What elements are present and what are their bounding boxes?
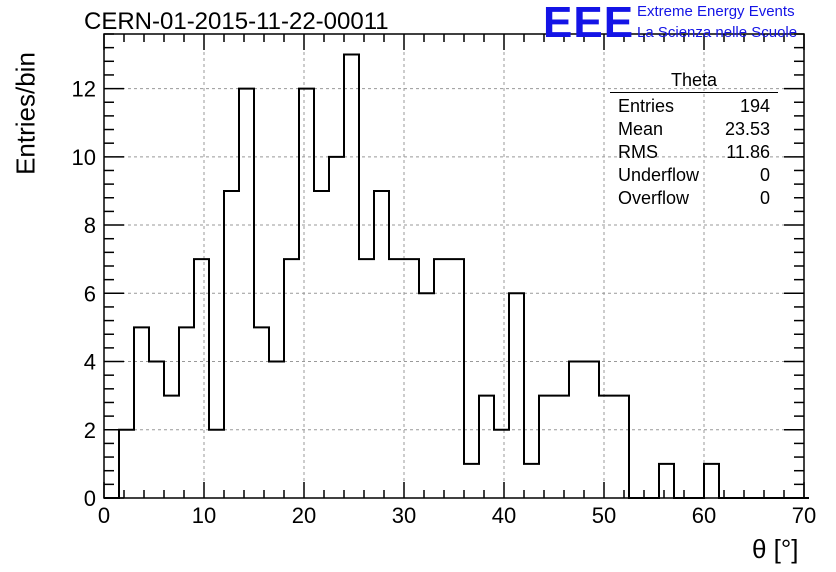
statistics-box: Theta Entries 194 Mean 23.53 RMS 11.86 Unde…	[610, 70, 778, 210]
y-tick-label: 10	[72, 145, 96, 170]
logo-line-2: La Scienza nelle Scuole	[637, 24, 798, 41]
y-tick-label: 2	[84, 418, 96, 443]
logo-line-1: Extreme Energy Events	[637, 3, 795, 20]
chart-title: CERN-01-2015-11-22-00011	[84, 8, 389, 35]
histogram-bin	[284, 259, 299, 498]
stats-title: Theta	[610, 70, 778, 93]
histogram-bin	[254, 327, 269, 498]
plot-frame	[103, 33, 805, 499]
histogram-bin	[374, 191, 389, 498]
histogram-bin	[494, 430, 509, 498]
histogram-bin	[659, 464, 674, 498]
y-axis-label: Entries/bin	[10, 52, 41, 175]
histogram-bin	[614, 396, 629, 498]
histogram-bin	[224, 191, 239, 498]
histogram-bin	[314, 191, 329, 498]
histogram-bin	[149, 362, 164, 498]
y-tick-label: 6	[84, 281, 96, 306]
x-tick-label: 0	[98, 503, 110, 528]
histogram-bin	[209, 430, 224, 498]
histogram-bin	[539, 396, 554, 498]
histogram-bin	[179, 327, 194, 498]
y-tick-label: 4	[84, 350, 96, 375]
histogram-bin	[704, 464, 719, 498]
histogram-bin	[134, 327, 149, 498]
x-tick-label: 30	[392, 503, 416, 528]
x-tick-label: 50	[592, 503, 616, 528]
histogram-bin	[119, 430, 134, 498]
x-tick-label: 70	[792, 503, 816, 528]
histogram-bin	[329, 157, 344, 498]
histogram-bin	[509, 293, 524, 498]
histogram-bin	[569, 362, 584, 498]
x-tick-label: 60	[692, 503, 716, 528]
stats-row-mean: Mean 23.53	[618, 119, 770, 139]
histogram-bin	[299, 89, 314, 498]
histogram-bin	[239, 89, 254, 498]
histogram-bin	[194, 259, 209, 498]
histogram-bin	[404, 259, 419, 498]
stats-row-overflow: Overflow 0	[618, 188, 770, 208]
histogram-bin	[464, 464, 479, 498]
y-tick-label: 12	[72, 77, 96, 102]
histogram-bin	[599, 396, 614, 498]
eee-logo: EEE	[543, 0, 635, 47]
histogram-bin	[419, 293, 434, 498]
x-tick-label: 40	[492, 503, 516, 528]
x-tick-label: 20	[292, 503, 316, 528]
histogram-bin	[359, 259, 374, 498]
histogram-bin	[344, 54, 359, 498]
histogram-line	[104, 53, 809, 499]
x-tick-label: 10	[192, 503, 216, 528]
histogram-bin	[434, 259, 449, 498]
x-axis-label: θ [°]	[752, 534, 799, 564]
y-tick-label: 0	[84, 486, 96, 511]
y-tick-label: 8	[84, 213, 96, 238]
histogram-bin	[479, 396, 494, 498]
stats-row-underflow: Underflow 0	[618, 165, 770, 185]
histogram-bin	[449, 259, 464, 498]
histogram-bin	[269, 362, 284, 498]
histogram-bin	[524, 464, 539, 498]
histogram-bin	[389, 259, 404, 498]
stats-row-entries: Entries 194	[618, 96, 770, 116]
histogram-bin	[554, 396, 569, 498]
histogram-bin	[164, 396, 179, 498]
stats-row-rms: RMS 11.86	[618, 142, 770, 162]
